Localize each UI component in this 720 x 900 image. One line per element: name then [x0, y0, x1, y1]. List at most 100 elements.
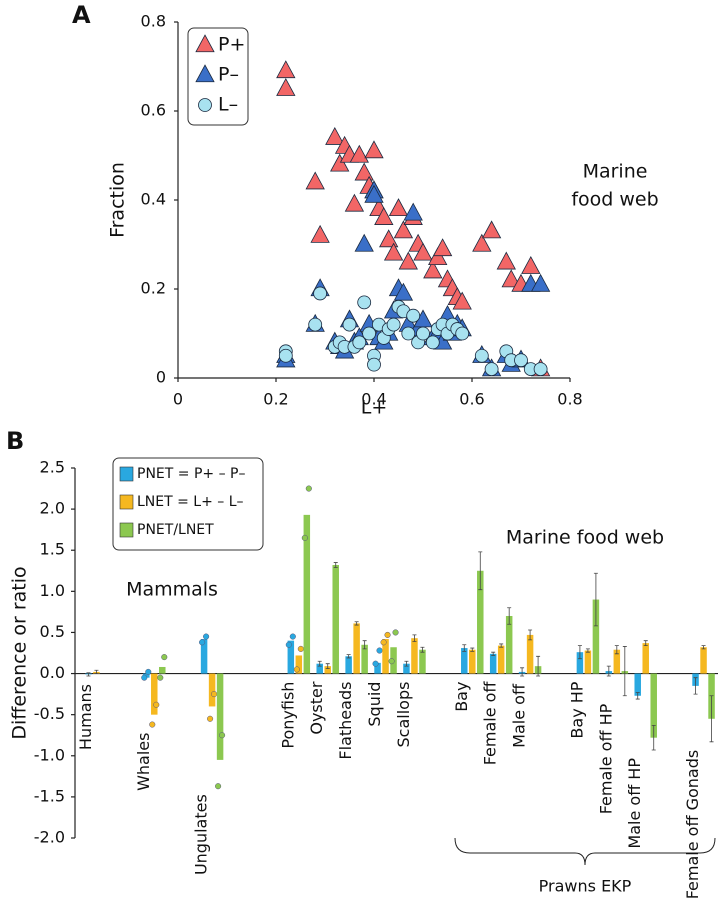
point — [472, 233, 492, 252]
point — [379, 229, 399, 248]
point — [533, 362, 548, 377]
y-tick-label: 0.2 — [141, 279, 166, 298]
point — [354, 162, 374, 181]
data-point — [376, 647, 383, 654]
data-point — [380, 639, 387, 646]
legend-label: LNET = L+ – L– — [137, 494, 244, 510]
x-tick-label: Bay HP — [567, 681, 586, 738]
point — [383, 242, 404, 261]
error-bar — [317, 660, 322, 667]
error-bar — [693, 677, 698, 695]
point — [393, 220, 414, 239]
point — [481, 220, 502, 239]
x-tick-label: Whales — [134, 733, 153, 791]
y-tick-label: 1.5 — [40, 540, 65, 559]
error-bar — [635, 692, 640, 700]
point — [349, 144, 369, 163]
x-tick-label: 0 — [173, 390, 183, 409]
y-tick-label: 2.5 — [40, 458, 65, 477]
x-tick-label: 0.6 — [459, 390, 484, 409]
bar — [324, 666, 331, 674]
legend-label: L– — [218, 94, 238, 116]
error-bar — [478, 551, 483, 591]
x-tick-label: Humans — [76, 684, 95, 750]
point — [330, 153, 350, 172]
bar — [374, 662, 381, 674]
point — [403, 202, 423, 221]
x-tick-label: 0.4 — [361, 390, 386, 409]
point — [484, 362, 499, 377]
y-tick-label: -1.5 — [34, 786, 65, 805]
x-tick-label: Male off HP — [625, 758, 644, 849]
point — [398, 251, 418, 270]
legend-marker — [195, 34, 215, 53]
bar — [159, 666, 166, 674]
data-point — [392, 629, 399, 636]
legend-swatch — [119, 466, 134, 482]
bar — [208, 673, 216, 707]
bar — [576, 652, 584, 674]
point — [374, 207, 394, 225]
bar — [403, 663, 410, 674]
data-point — [388, 658, 395, 665]
x-tick-label: Oyster — [307, 681, 326, 735]
bar — [200, 639, 208, 674]
data-point — [157, 674, 164, 681]
error-bar — [325, 663, 330, 670]
error-bar — [614, 645, 619, 655]
data-point — [211, 691, 218, 698]
error-bar — [528, 629, 533, 641]
point — [416, 326, 430, 341]
y-tick-label: 0.8 — [141, 12, 166, 31]
point — [308, 317, 323, 332]
x-tick-label: Female off Gonads — [683, 750, 702, 899]
bar — [489, 653, 497, 674]
legend-box — [112, 457, 264, 551]
legend-label: P+ — [218, 34, 245, 56]
bar — [216, 673, 224, 760]
y-tick-label: -2.0 — [34, 828, 65, 847]
point — [305, 171, 325, 190]
data-point — [149, 721, 156, 728]
y-tick-label: 2.0 — [40, 499, 65, 518]
point — [388, 198, 409, 217]
data-point — [215, 783, 222, 790]
point — [278, 348, 293, 363]
data-point — [301, 534, 308, 541]
x-tick-label: Male off — [510, 683, 529, 748]
bar — [353, 623, 360, 674]
x-tick-label: Squid — [365, 682, 384, 727]
point — [386, 317, 401, 332]
error-bar — [701, 645, 706, 650]
bar — [151, 673, 158, 715]
point — [325, 126, 345, 145]
y-tick-label: -0.5 — [34, 704, 65, 723]
legend-swatch — [119, 494, 134, 510]
bar — [303, 514, 311, 674]
data-point — [384, 631, 391, 638]
point — [313, 286, 328, 301]
bar — [469, 649, 476, 674]
x-tick-label: 0.8 — [557, 390, 582, 409]
data-point — [141, 674, 148, 681]
point — [364, 140, 384, 159]
bar — [332, 565, 339, 674]
data-point — [161, 654, 168, 661]
data-point — [372, 660, 379, 667]
error-bar — [462, 644, 467, 652]
point — [514, 353, 528, 368]
point — [342, 317, 357, 332]
annotation: food web — [571, 189, 658, 211]
error-bar — [470, 647, 475, 652]
y-axis-label: Fraction — [107, 162, 129, 238]
data-point — [219, 732, 226, 739]
point — [423, 260, 443, 279]
error-bar — [577, 645, 582, 660]
x-axis-label: L+ — [361, 397, 388, 419]
error-bar — [346, 654, 351, 659]
data-point — [199, 639, 206, 646]
point — [310, 224, 330, 243]
bar — [419, 649, 426, 674]
annotation: Mammals — [126, 579, 218, 601]
